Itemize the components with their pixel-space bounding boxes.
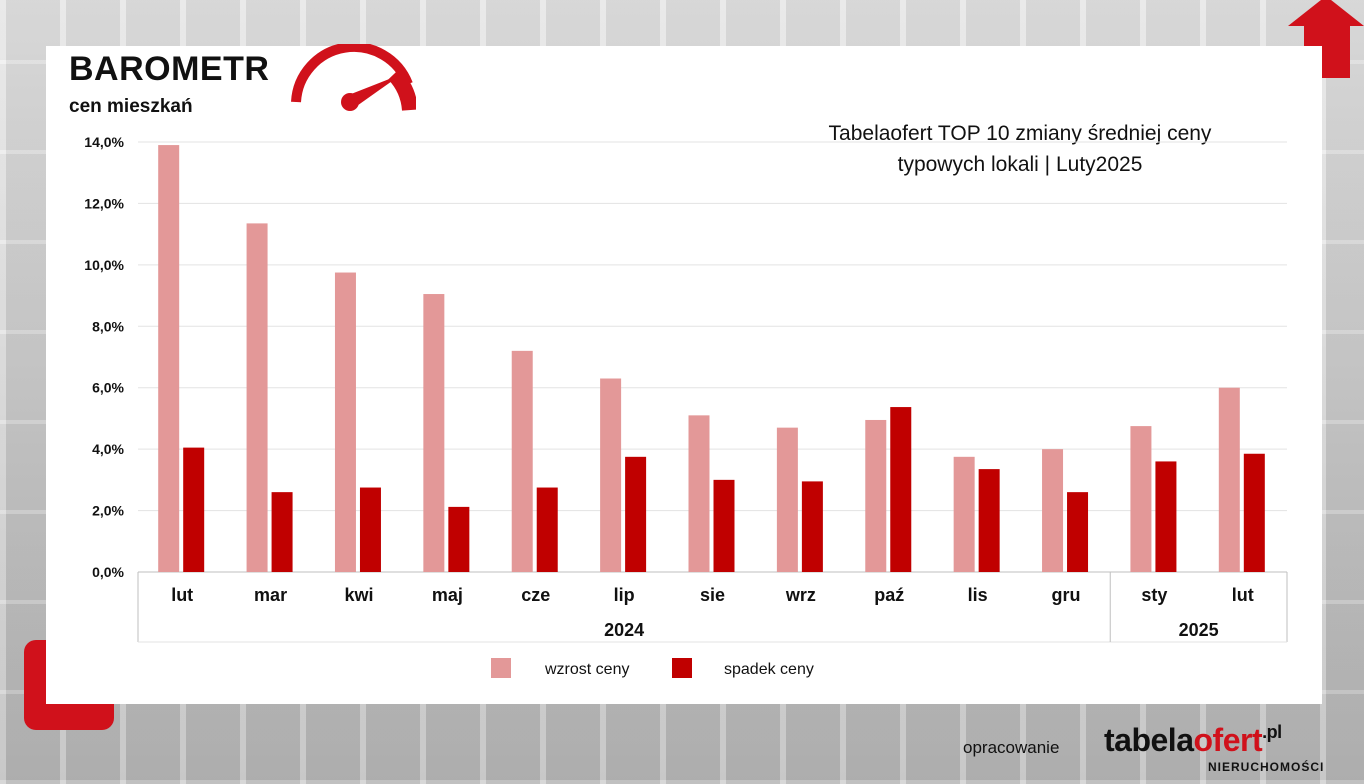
y-tick-label: 12,0% (84, 195, 124, 211)
brand-title: BAROMETR (69, 50, 270, 88)
bar-increase (1130, 426, 1152, 572)
bar-increase (865, 419, 887, 572)
y-tick-label: 0,0% (92, 564, 124, 580)
bar-increase (334, 272, 356, 572)
y-tick-label: 6,0% (92, 380, 124, 396)
bar-decrease (801, 481, 823, 572)
tabelaofert-logo: tabelaofert.pl (1104, 722, 1282, 759)
y-tick-label: 2,0% (92, 503, 124, 519)
footer-label: opracowanie (963, 738, 1060, 757)
legend-swatch (672, 658, 692, 678)
bar-decrease (359, 487, 381, 572)
y-tick-label: 10,0% (84, 257, 124, 273)
bar-decrease (271, 492, 293, 572)
bar-increase (511, 350, 533, 572)
bar-decrease (713, 479, 735, 572)
x-tick-label: wrz (785, 585, 816, 605)
x-tick-label: lis (968, 585, 988, 605)
legend-swatch (491, 658, 511, 678)
x-tick-label: cze (521, 585, 550, 605)
legend-label: spadek ceny (724, 661, 814, 678)
bar-decrease (1067, 492, 1089, 572)
legend-label: wzrost ceny (544, 661, 629, 678)
x-tick-label: gru (1052, 585, 1081, 605)
y-tick-label: 14,0% (84, 134, 124, 150)
group-label: 2024 (604, 620, 644, 640)
bar-increase (423, 294, 445, 572)
chart-title-line2: typowych lokali | Luty2025 (897, 153, 1143, 176)
brand-subtitle: cen mieszkań (69, 96, 193, 117)
bar-increase (158, 145, 180, 573)
x-tick-label: paź (874, 585, 904, 605)
x-tick-label: lut (171, 585, 193, 605)
bar-increase (246, 223, 268, 572)
x-tick-label: sty (1141, 585, 1167, 605)
bar-increase (953, 456, 975, 572)
bar-decrease (625, 456, 647, 572)
y-tick-label: 4,0% (92, 441, 124, 457)
bar-increase (1218, 387, 1240, 572)
x-tick-label: kwi (344, 585, 373, 605)
gauge-icon (291, 44, 416, 111)
chart-title: Tabelaofert TOP 10 zmiany średniej ceny … (760, 118, 1280, 180)
bar-decrease (1243, 453, 1265, 572)
chart-title-line1: Tabelaofert TOP 10 zmiany średniej ceny (828, 122, 1212, 145)
bar-decrease (1155, 461, 1177, 572)
bar-decrease (183, 447, 205, 572)
bar-increase (1042, 449, 1064, 572)
y-tick-label: 8,0% (92, 318, 124, 334)
bar-decrease (448, 506, 470, 572)
bar-increase (600, 378, 622, 572)
x-tick-label: lut (1232, 585, 1254, 605)
bar-increase (688, 415, 710, 572)
x-tick-label: sie (700, 585, 725, 605)
x-tick-label: lip (614, 585, 635, 605)
bar-decrease (536, 487, 558, 572)
logo-main: tabela (1104, 722, 1194, 758)
x-tick-label: maj (432, 585, 463, 605)
bar-decrease (978, 469, 1000, 572)
logo-accent: ofert (1193, 722, 1263, 758)
logo-subtitle: NIERUCHOMOŚCI (1208, 760, 1325, 774)
group-label: 2025 (1179, 620, 1219, 640)
bar-decrease (890, 407, 912, 572)
bar-increase (776, 427, 798, 572)
x-tick-label: mar (254, 585, 287, 605)
logo-tld: .pl (1262, 722, 1282, 742)
